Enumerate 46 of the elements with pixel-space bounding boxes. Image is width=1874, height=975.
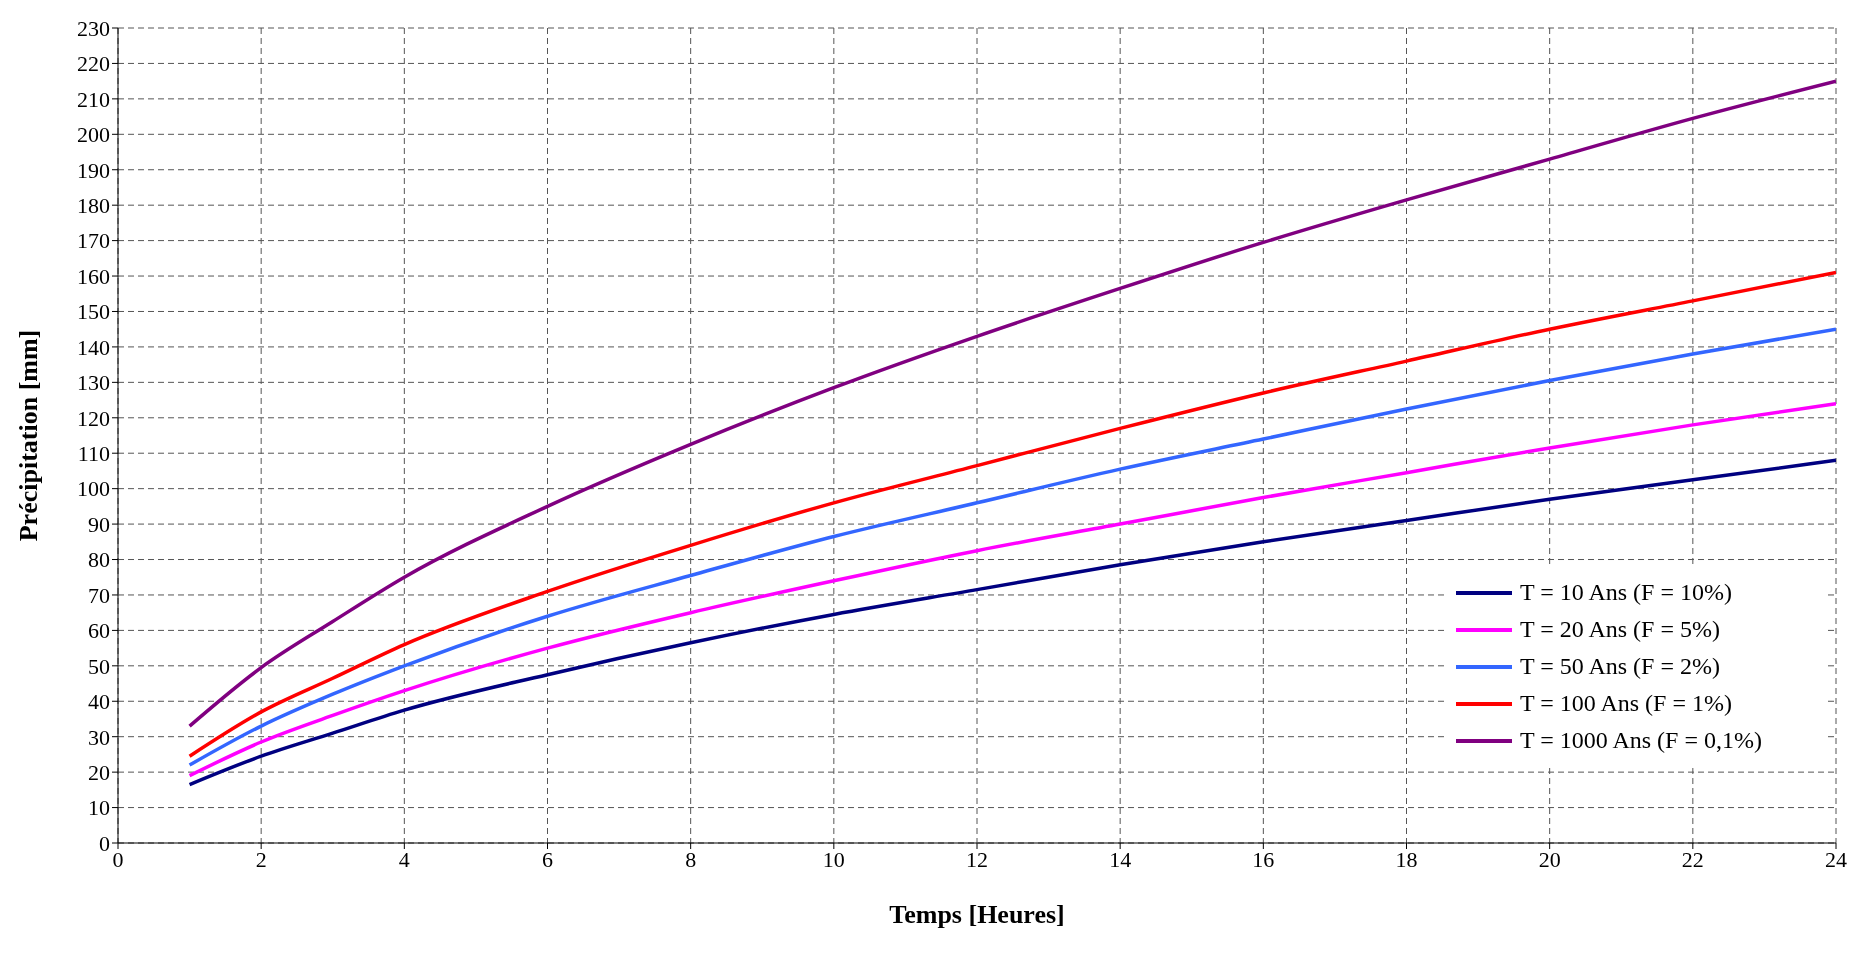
y-tick-label: 180: [77, 192, 110, 218]
y-tick-label: 40: [88, 689, 110, 715]
y-tick-label: 220: [77, 51, 110, 77]
y-tick-label: 100: [77, 476, 110, 502]
x-tick-label: 2: [255, 846, 267, 872]
x-tick-label: 12: [966, 846, 988, 872]
x-axis-title: Temps [Heures]: [889, 900, 1065, 929]
y-tick-label: 120: [77, 405, 110, 431]
legend-label: T = 20 Ans (F = 5%): [1520, 616, 1720, 643]
y-tick-label: 150: [77, 299, 110, 325]
y-tick-label: 60: [88, 618, 110, 644]
line-series: [187, 401, 1836, 778]
x-tick-label: 18: [1395, 846, 1418, 872]
y-tick-label: 80: [88, 547, 110, 573]
x-tick-label: 14: [1109, 846, 1132, 872]
y-tick-label: 130: [77, 370, 110, 396]
line-series: [187, 79, 1836, 728]
legend-label: T = 10 Ans (F = 10%): [1520, 579, 1732, 606]
y-axis-title: Précipitation [mm]: [14, 329, 44, 542]
x-tick-label: 24: [1825, 846, 1847, 872]
y-tick-label: 110: [77, 441, 110, 467]
legend-label: T = 1000 Ans (F = 0,1%): [1520, 727, 1762, 754]
line-series: [187, 458, 1836, 787]
y-tick-label: 10: [88, 795, 110, 821]
y-tick-label: 50: [88, 653, 110, 679]
y-tick-label: 140: [77, 334, 110, 360]
x-tick-label: 20: [1538, 846, 1561, 872]
x-tick-label: 22: [1681, 846, 1704, 872]
y-tick-label: 170: [77, 228, 110, 254]
legend-label: T = 100 Ans (F = 1%): [1520, 690, 1732, 717]
y-tick-label: 160: [77, 263, 110, 289]
x-tick-label: 6: [542, 846, 553, 872]
y-tick-label: 90: [88, 511, 110, 537]
legend-label: T = 50 Ans (F = 2%): [1520, 653, 1720, 680]
y-tick-label: 230: [77, 15, 110, 41]
x-tick-label: 16: [1252, 846, 1275, 872]
y-tick-label: 200: [77, 122, 110, 148]
y-tick-label: 210: [77, 86, 110, 112]
y-tick-label: 30: [88, 724, 110, 750]
y-tick-label: 20: [88, 759, 110, 785]
x-tick-label: 8: [685, 846, 697, 872]
y-tick-label: 190: [77, 157, 110, 183]
x-tick-label: 4: [398, 846, 410, 872]
y-tick-label: 70: [88, 582, 110, 608]
x-tick-label: 10: [822, 846, 845, 872]
y-tick-label: 0: [99, 830, 110, 856]
